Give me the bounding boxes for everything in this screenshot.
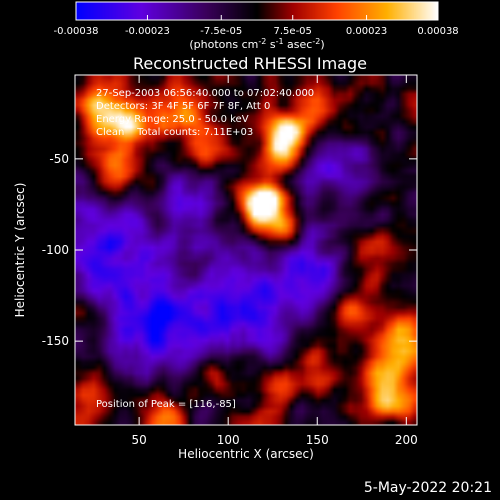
colorbar-unit-label: (photons cm-2 s-1 asec-2) <box>189 37 324 51</box>
axis-ticks: 50 100 150 200 -50 -100 -150 <box>42 75 418 447</box>
heatmap-image <box>75 75 417 425</box>
colorbar-tick-label: 0.00038 <box>417 26 458 37</box>
y-tick-label: -100 <box>42 243 69 257</box>
render-timestamp: 5-May-2022 20:21 <box>363 480 492 496</box>
colorbar-tick-label: -7.5e-05 <box>200 26 242 37</box>
y-tick-label: -150 <box>42 334 69 348</box>
chart-title: Reconstructed RHESSI Image <box>133 54 367 73</box>
info-line-detectors: Detectors: 3F 4F 5F 6F 7F 8F, Att 0 <box>96 101 270 112</box>
x-tick-label: 50 <box>131 433 146 447</box>
colorbar: -0.00038 -0.00023 -7.5e-05 7.5e-05 0.00023 0.… <box>54 1 459 51</box>
colorbar-tick-label: 0.00023 <box>346 26 387 37</box>
colorbar-ticks: -0.00038 -0.00023 -7.5e-05 7.5e-05 0.00023 0.… <box>54 15 459 37</box>
y-tick-label: -50 <box>49 152 69 166</box>
plot-area: 50 100 150 200 -50 -100 -150 <box>42 74 418 447</box>
info-line-time: 27-Sep-2003 06:56:40.000 to 07:02:40.000 <box>96 88 314 99</box>
colorbar-frame <box>75 1 439 21</box>
peak-position-label: Position of Peak = [116,-85] <box>96 399 236 410</box>
x-tick-label: 100 <box>217 433 240 447</box>
info-line-energy: Energy Range: 25.0 - 50.0 keV <box>96 114 249 125</box>
info-block: 27-Sep-2003 06:56:40.000 to 07:02:40.000… <box>96 88 314 138</box>
colorbar-gradient <box>76 2 438 20</box>
x-axis-label: Heliocentric X (arcsec) <box>178 447 314 461</box>
x-tick-label: 150 <box>306 433 329 447</box>
colorbar-tick-label: -0.00023 <box>125 26 170 37</box>
info-line-counts: Clean Total counts: 7.11E+03 <box>96 127 253 138</box>
y-axis-label: Heliocentric Y (arcsec) <box>13 183 27 318</box>
colorbar-tick-label: 7.5e-05 <box>274 26 312 37</box>
x-tick-label: 200 <box>395 433 418 447</box>
colorbar-tick-label: -0.00038 <box>54 26 99 37</box>
